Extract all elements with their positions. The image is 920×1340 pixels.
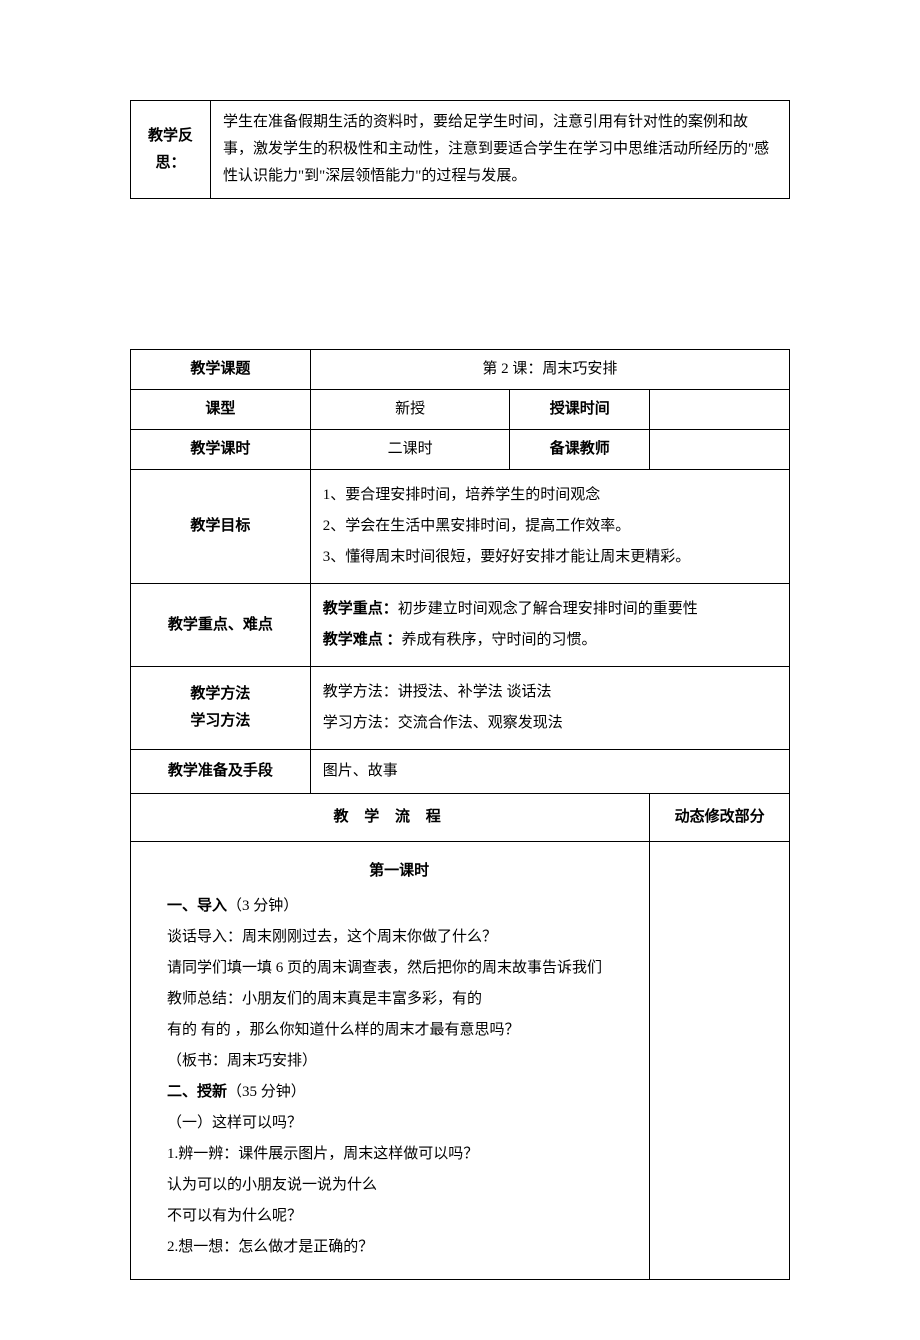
lesson-plan-table: 教学课题 第 2 课：周末巧安排 课型 新授 授课时间 教学课时 二课时 备课教… xyxy=(130,349,790,1280)
focus-line-1: 教学重点：初步建立时间观念了解合理安排时间的重要性 xyxy=(323,596,777,623)
row-flow-content: 第一课时 一、导入（3 分钟） 谈话导入：周末刚刚过去，这个周末你做了什么？ 请… xyxy=(131,842,790,1280)
flow-p1a: 一、导入 xyxy=(167,898,227,914)
topic-value: 第 2 课：周末巧安排 xyxy=(310,350,789,390)
lesson-subtitle: 第一课时 xyxy=(167,858,631,885)
flow-p7b: （35 分钟） xyxy=(227,1084,306,1100)
flow-p1b: （3 分钟） xyxy=(227,898,298,914)
methods-label-1: 教学方法 xyxy=(139,681,302,708)
flow-p7: 二、授新（35 分钟） xyxy=(167,1079,631,1106)
methods-label-2: 学习方法 xyxy=(139,708,302,735)
flow-p10: 认为可以的小朋友说一说为什么 xyxy=(167,1172,631,1199)
flow-notes xyxy=(650,842,790,1280)
row-flow-header: 教 学 流 程 动态修改部分 xyxy=(131,794,790,842)
type-label: 课型 xyxy=(131,390,311,430)
focus-content: 教学重点：初步建立时间观念了解合理安排时间的重要性 教学难点 ：养成有秩序，守时… xyxy=(310,584,789,667)
goal-3: 3、懂得周末时间很短，要好好安排才能让周末更精彩。 xyxy=(323,544,777,571)
prep-label: 教学准备及手段 xyxy=(131,750,311,794)
focus-label: 教学重点、难点 xyxy=(131,584,311,667)
flow-p4: 教师总结：小朋友们的周末真是丰富多彩，有的 xyxy=(167,986,631,1013)
flow-p3: 请同学们填一填 6 页的周末调查表，然后把你的周末故事告诉我们 xyxy=(167,955,631,982)
flow-p12: 2.想一想：怎么做才是正确的？ xyxy=(167,1234,631,1261)
methods-line-2: 学习方法：交流合作法、观察发现法 xyxy=(323,710,777,737)
row-topic: 教学课题 第 2 课：周末巧安排 xyxy=(131,350,790,390)
focus-diff-text: 养成有秩序，守时间的习惯。 xyxy=(402,632,597,648)
flow-p6: （板书：周末巧安排） xyxy=(167,1048,631,1075)
goals-content: 1、要合理安排时间，培养学生的时间观念 2、学会在生活中黑安排时间，提高工作效率… xyxy=(310,470,789,584)
goals-label: 教学目标 xyxy=(131,470,311,584)
row-prep: 教学准备及手段 图片、故事 xyxy=(131,750,790,794)
methods-content: 教学方法：讲授法、补学法 谈话法 学习方法：交流合作法、观察发现法 xyxy=(310,667,789,750)
row-hours: 教学课时 二课时 备课教师 xyxy=(131,430,790,470)
flow-p11: 不可以有为什么呢？ xyxy=(167,1203,631,1230)
page-container: 教学反思： 学生在准备假期生活的资料时，要给足学生时间，注意引用有针对性的案例和… xyxy=(0,0,920,1340)
teach-time-label: 授课时间 xyxy=(510,390,650,430)
hours-label: 教学课时 xyxy=(131,430,311,470)
flow-p2: 谈话导入：周末刚刚过去，这个周末你做了什么？ xyxy=(167,924,631,951)
flow-header-left: 教 学 流 程 xyxy=(131,794,650,842)
reflection-table: 教学反思： 学生在准备假期生活的资料时，要给足学生时间，注意引用有针对性的案例和… xyxy=(130,100,790,199)
type-value: 新授 xyxy=(310,390,510,430)
teach-time-value xyxy=(650,390,790,430)
goal-2: 2、学会在生活中黑安排时间，提高工作效率。 xyxy=(323,513,777,540)
focus-point-text: 初步建立时间观念了解合理安排时间的重要性 xyxy=(398,601,698,617)
goal-1: 1、要合理安排时间，培养学生的时间观念 xyxy=(323,482,777,509)
spacer xyxy=(130,199,790,349)
row-goals: 教学目标 1、要合理安排时间，培养学生的时间观念 2、学会在生活中黑安排时间，提… xyxy=(131,470,790,584)
prep-teacher-value xyxy=(650,430,790,470)
flow-p9: 1.辨一辨：课件展示图片，周末这样做可以吗？ xyxy=(167,1141,631,1168)
focus-point-label: 教学重点： xyxy=(323,601,398,617)
row-methods: 教学方法 学习方法 教学方法：讲授法、补学法 谈话法 学习方法：交流合作法、观察… xyxy=(131,667,790,750)
topic-label: 教学课题 xyxy=(131,350,311,390)
hours-value: 二课时 xyxy=(310,430,510,470)
prep-value: 图片、故事 xyxy=(310,750,789,794)
flow-p1: 一、导入（3 分钟） xyxy=(167,893,631,920)
methods-line-1: 教学方法：讲授法、补学法 谈话法 xyxy=(323,679,777,706)
flow-header-right: 动态修改部分 xyxy=(650,794,790,842)
prep-teacher-label: 备课教师 xyxy=(510,430,650,470)
reflection-content: 学生在准备假期生活的资料时，要给足学生时间，注意引用有针对性的案例和故事，激发学… xyxy=(211,101,790,199)
methods-label: 教学方法 学习方法 xyxy=(131,667,311,750)
row-type: 课型 新授 授课时间 xyxy=(131,390,790,430)
reflection-label: 教学反思： xyxy=(131,101,211,199)
focus-diff-label: 教学难点 ： xyxy=(323,632,402,648)
flow-p7a: 二、授新 xyxy=(167,1084,227,1100)
flow-content: 第一课时 一、导入（3 分钟） 谈话导入：周末刚刚过去，这个周末你做了什么？ 请… xyxy=(131,842,650,1280)
focus-line-2: 教学难点 ：养成有秩序，守时间的习惯。 xyxy=(323,627,777,654)
flow-p8: （一）这样可以吗？ xyxy=(167,1110,631,1137)
flow-p5: 有的 有的 ，那么你知道什么样的周末才最有意思吗？ xyxy=(167,1017,631,1044)
row-focus: 教学重点、难点 教学重点：初步建立时间观念了解合理安排时间的重要性 教学难点 ：… xyxy=(131,584,790,667)
